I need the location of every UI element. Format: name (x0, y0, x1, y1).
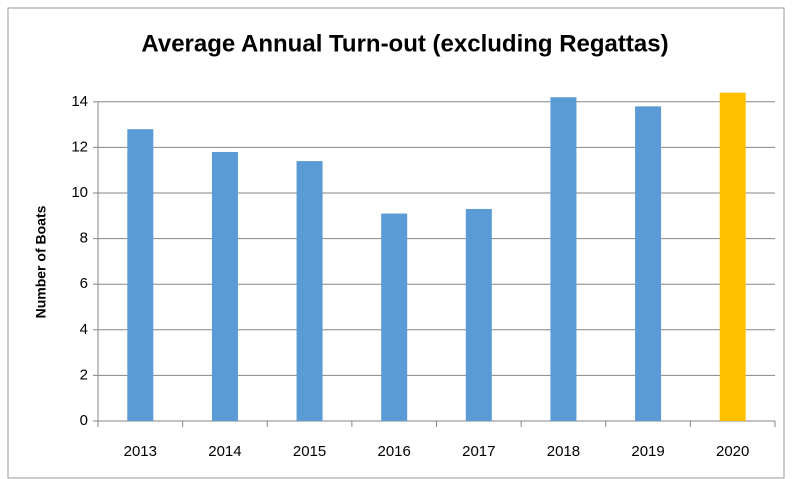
x-tick-label: 2019 (631, 443, 664, 460)
y-tick-label: 0 (80, 412, 88, 429)
bar (127, 129, 154, 421)
bar (719, 92, 746, 422)
bar (211, 151, 238, 421)
y-tick-label: 6 (80, 275, 88, 292)
y-axis-label: Number of Boats (33, 205, 49, 318)
y-tick-label: 12 (71, 138, 88, 155)
bar (296, 161, 323, 421)
bar (550, 97, 577, 422)
x-tick-label: 2018 (547, 443, 580, 460)
bar (465, 208, 492, 421)
x-tick-label: 2017 (462, 443, 495, 460)
bar (635, 106, 662, 422)
y-tick-label: 10 (71, 184, 88, 201)
bar (381, 213, 408, 421)
x-tick-label: 2014 (208, 443, 241, 460)
x-tick-label: 2013 (124, 443, 157, 460)
x-tick-label: 2015 (293, 443, 326, 460)
y-tick-label: 14 (71, 93, 88, 110)
y-tick-label: 2 (80, 366, 88, 383)
x-tick-label: 2020 (716, 443, 749, 460)
y-tick-label: 8 (80, 230, 88, 247)
chart-title: Average Annual Turn-out (excluding Regat… (141, 30, 668, 57)
x-tick-label: 2016 (378, 443, 411, 460)
y-tick-label: 4 (80, 321, 88, 338)
